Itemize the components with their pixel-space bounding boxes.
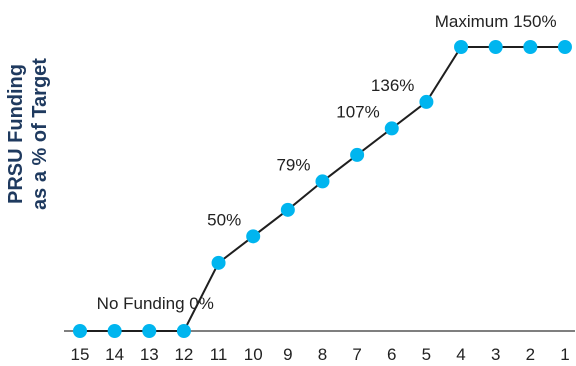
annotations: No Funding 0% 50% 79% 107% 136% Maximum 150% (97, 12, 557, 313)
data-point-9 (280, 202, 295, 217)
data-point-8 (315, 174, 330, 189)
x-tick-4: 4 (456, 345, 465, 364)
data-point-11 (211, 255, 226, 270)
x-tick-3: 3 (491, 345, 500, 364)
data-point-15 (73, 324, 87, 338)
data-point-13 (142, 324, 157, 338)
x-tick-8: 8 (318, 345, 327, 364)
data-point-14 (107, 324, 122, 338)
data-point-7 (350, 147, 365, 162)
data-label-4: 136% (371, 76, 414, 95)
data-label-5: Maximum 150% (435, 12, 557, 31)
series-line (80, 46, 565, 332)
data-point-1 (557, 40, 572, 54)
data-point-3 (488, 40, 503, 54)
data-label-2: 79% (276, 155, 310, 174)
x-tick-2: 2 (526, 345, 535, 364)
x-tick-15: 15 (71, 345, 90, 364)
data-label-0: No Funding 0% (97, 294, 214, 313)
data-point-10 (246, 229, 261, 244)
x-tick-7: 7 (352, 345, 361, 364)
y-axis-label-line1: PRSU Funding (5, 64, 27, 204)
x-tick-labels: 15 14 13 12 11 10 9 8 7 6 5 4 3 2 1 (71, 345, 570, 364)
data-point-6 (384, 121, 399, 136)
x-tick-10: 10 (244, 345, 263, 364)
y-axis-label: PRSU Funding as a % of Target (5, 58, 51, 210)
x-tick-11: 11 (210, 345, 228, 364)
data-label-1: 50% (207, 210, 241, 229)
x-tick-6: 6 (387, 345, 396, 364)
x-tick-14: 14 (105, 345, 124, 364)
data-point-5 (419, 94, 434, 109)
data-point-12 (176, 324, 191, 338)
x-tick-9: 9 (283, 345, 292, 364)
x-tick-5: 5 (422, 345, 431, 364)
series (73, 40, 572, 338)
data-label-3: 107% (336, 102, 379, 121)
x-tick-1: 1 (560, 345, 569, 364)
data-point-2 (523, 40, 538, 54)
y-axis-label-line2: as a % of Target (29, 58, 51, 210)
data-point-4 (454, 40, 469, 54)
x-tick-13: 13 (140, 345, 159, 364)
x-tick-12: 12 (174, 345, 193, 364)
